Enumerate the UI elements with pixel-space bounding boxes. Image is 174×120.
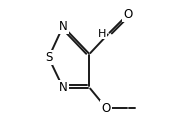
Text: O: O [123,8,132,21]
Text: H: H [98,29,106,39]
Text: O: O [102,102,111,114]
Text: N: N [59,81,67,94]
Text: N: N [59,20,67,33]
Text: S: S [45,51,52,64]
